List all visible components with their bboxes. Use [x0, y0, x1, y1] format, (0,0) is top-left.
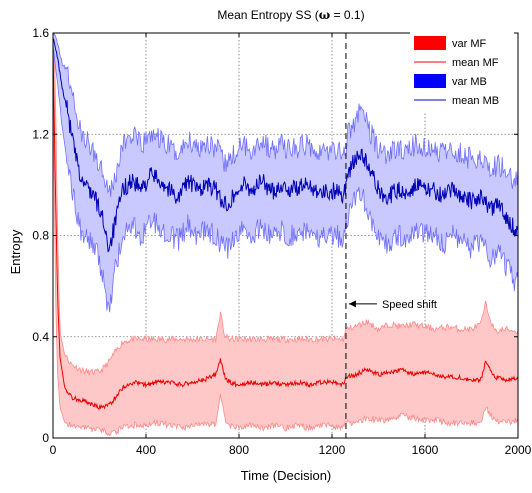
legend-swatch [414, 36, 446, 50]
legend-label: var MB [452, 76, 487, 88]
x-tick-label: 0 [50, 443, 57, 457]
chart-title: Mean Entropy SS (ω = 0.1) [217, 8, 364, 22]
axis-ticks: 0 400 800 1200 1600 2000 0 0.4 0.8 1.2 1.6 [32, 26, 531, 457]
y-tick-label: 0.8 [32, 229, 49, 243]
var-mf-band-fill [53, 33, 518, 436]
legend-label: mean MB [452, 95, 499, 107]
y-tick-label: 1.6 [32, 26, 49, 40]
y-tick-label: 0 [42, 431, 49, 445]
var-mf-band-lower-edge [52, 58, 519, 437]
var-mb-band-lower-edge [52, 47, 519, 313]
x-tick-label: 800 [229, 443, 249, 457]
x-tick-label: 1600 [412, 443, 439, 457]
var-mf-band-upper-edge [52, 33, 519, 376]
var-mb-band-fill [53, 33, 518, 313]
legend-label: var MF [452, 38, 487, 50]
x-axis-label: Time (Decision) [241, 468, 332, 483]
speed-shift-arrowhead [348, 300, 356, 308]
mean-mf-line [52, 46, 518, 411]
annotation-layer: Speed shift [345, 33, 437, 438]
x-tick-label: 400 [136, 443, 156, 457]
x-tick-label: 1200 [319, 443, 346, 457]
variance-bands [52, 32, 519, 437]
y-tick-label: 0.4 [32, 330, 49, 344]
chart-title-suffix: = 0.1) [330, 8, 364, 22]
var-mb-band-upper-edge [52, 32, 519, 198]
chart-title-omega: ω [319, 8, 330, 22]
legend-label: mean MF [452, 57, 499, 69]
legend: var MF mean MF var MB mean MB [410, 32, 514, 112]
chart-title-prefix: Mean Entropy SS ( [217, 8, 318, 22]
y-axis-label: Entropy [8, 229, 23, 274]
mean-lines [52, 38, 518, 411]
x-tick-label: 2000 [505, 443, 532, 457]
legend-swatch [414, 74, 446, 88]
mean-mb-line [52, 38, 518, 253]
y-tick-label: 1.2 [32, 127, 49, 141]
speed-shift-label: Speed shift [382, 299, 437, 311]
